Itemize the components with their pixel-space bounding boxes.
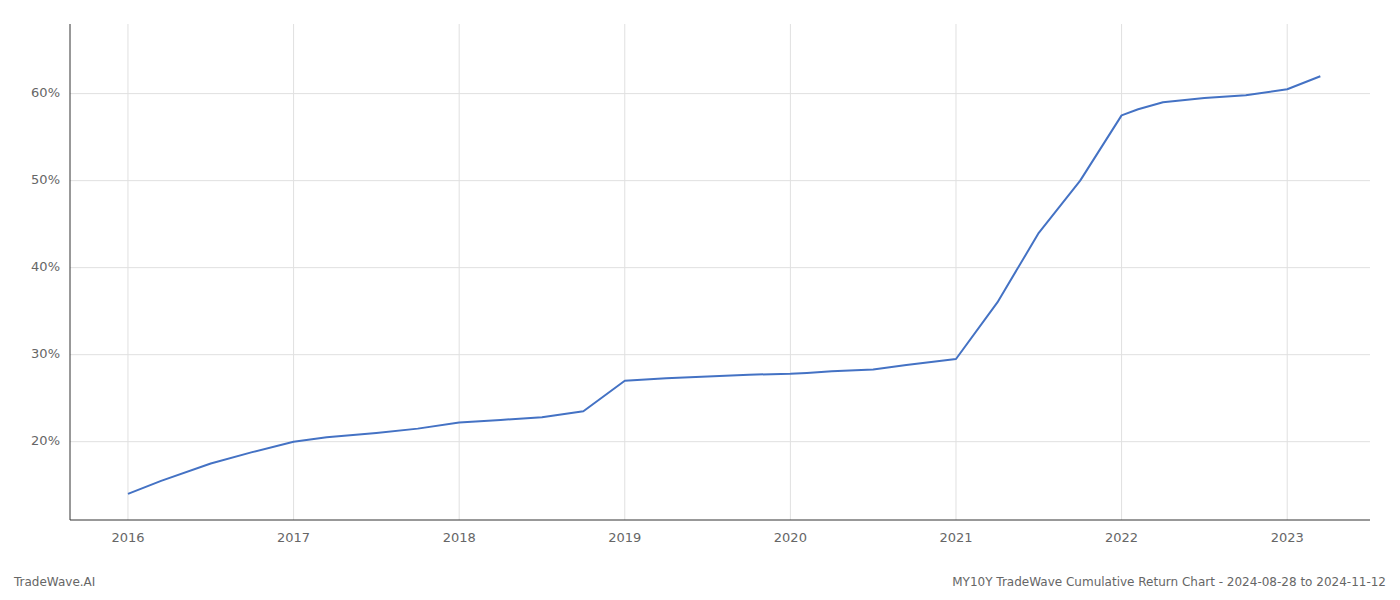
chart: 20% 30% 40% 50% 60% 2016 2017 2018 2019 2020 2021 2… (0, 0, 1400, 600)
y-grid-line (70, 93, 1370, 94)
x-tick-label: 2021 (939, 530, 972, 545)
axes: 20% 30% 40% 50% 60% 2016 2017 2018 2019 2020 2021 2… (31, 24, 1370, 545)
y-axis-line (70, 24, 71, 520)
y-grid-line (70, 441, 1370, 442)
y-grid-line (70, 180, 1370, 181)
x-tick-label: 2018 (443, 530, 476, 545)
grid (70, 24, 1370, 520)
y-grid-line (70, 267, 1370, 268)
y-tick-label: 50% (31, 172, 60, 187)
y-tick-label: 40% (31, 259, 60, 274)
x-tick-label: 2023 (1271, 530, 1304, 545)
title: MY10Y TradeWave Cumulative Return Chart … (952, 575, 1386, 589)
y-tick-label: 60% (31, 85, 60, 100)
y-grid-line (70, 354, 1370, 355)
x-tick-label: 2019 (608, 530, 641, 545)
x-tick-label: 2020 (774, 530, 807, 545)
x-axis-line (70, 520, 1370, 521)
x-grid-line (1287, 24, 1288, 520)
x-grid-line (293, 24, 294, 520)
x-grid-line (459, 24, 460, 520)
x-grid-line (790, 24, 791, 520)
y-tick-label: 20% (31, 433, 60, 448)
watermark: TradeWave.AI (13, 575, 95, 589)
x-grid-line (624, 24, 625, 520)
y-tick-label: 30% (31, 346, 60, 361)
line (128, 76, 1320, 494)
x-grid-line (1121, 24, 1122, 520)
x-grid-line (955, 24, 956, 520)
chart-container: 20% 30% 40% 50% 60% 2016 2017 2018 2019 2020 2021 2… (0, 0, 1400, 600)
x-tick-label: 2016 (111, 530, 144, 545)
plot-area (128, 76, 1320, 494)
x-grid-line (127, 24, 128, 520)
x-tick-label: 2017 (277, 530, 310, 545)
x-tick-label: 2022 (1105, 530, 1138, 545)
